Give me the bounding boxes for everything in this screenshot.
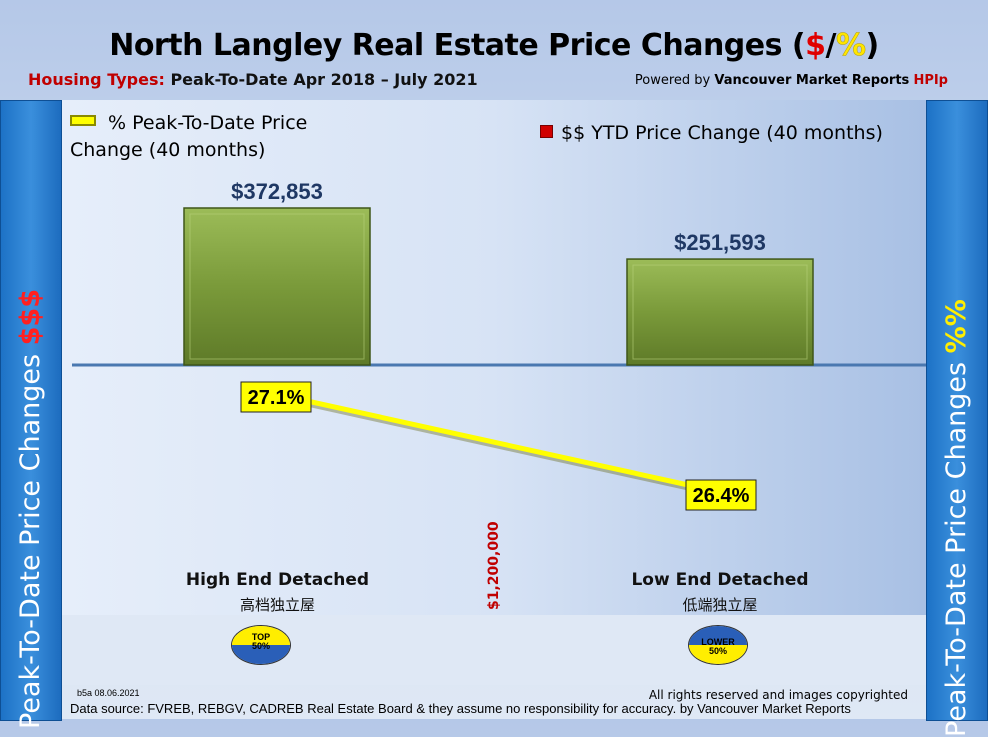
pct-label-box (685, 479, 757, 511)
bar-bevel (632, 264, 808, 360)
pct-line (279, 392, 721, 495)
chart-code: b5a 08.06.2021 (77, 688, 140, 698)
data-source: Data source: FVREB, REBGV, CADREB Real E… (70, 701, 851, 716)
chart-svg: $372,853 $251,593 27.1% 26.4% (72, 179, 926, 511)
copyright-note: All rights reserved and images copyright… (648, 688, 908, 702)
lower-50-badge: LOWER 50% (688, 625, 748, 665)
category-label-chinese: 高档独立屋 (239, 596, 315, 614)
category-label-chinese: 低端独立屋 (682, 596, 758, 614)
bar-2 (626, 258, 814, 366)
legend-dollar: $$ YTD Price Change (40 months) (540, 122, 883, 144)
left-side-panel: Peak-To-Date Price Changes $$$ (0, 100, 62, 729)
pct-value-label: 27.1% (248, 387, 305, 409)
legend-pct: % Peak-To-Date Price Change (40 months) (70, 112, 308, 161)
category-band (60, 615, 926, 685)
pct-value-label: 26.4% (693, 485, 750, 507)
bar-1 (183, 207, 371, 366)
subtitle-period: Housing Types: Peak-To-Date Apr 2018 – J… (28, 70, 478, 89)
top-50-badge: TOP 50% (231, 625, 291, 665)
chart-title: North Langley Real Estate Price Changes … (109, 28, 879, 64)
category-low-end: Low End Detached 低端独立屋 (605, 570, 835, 615)
category-label: Low End Detached (631, 570, 809, 590)
category-high-end: High End Detached 高档独立屋 (160, 570, 395, 615)
bar-bevel (189, 213, 365, 360)
powered-by: Powered by Vancouver Market Reports HPIp (634, 73, 948, 88)
bar-value-label: $251,593 (674, 230, 766, 255)
category-label: High End Detached (185, 570, 370, 590)
bar-value-label: $372,853 (231, 179, 323, 204)
legend-swatch-dollar (540, 125, 553, 138)
right-side-panel: Peak-To-Date Price Changes %% (926, 100, 988, 737)
pct-label-box (240, 381, 312, 413)
divider-price-label: $1,200,000 (486, 521, 502, 610)
legend-swatch-pct (70, 115, 96, 126)
